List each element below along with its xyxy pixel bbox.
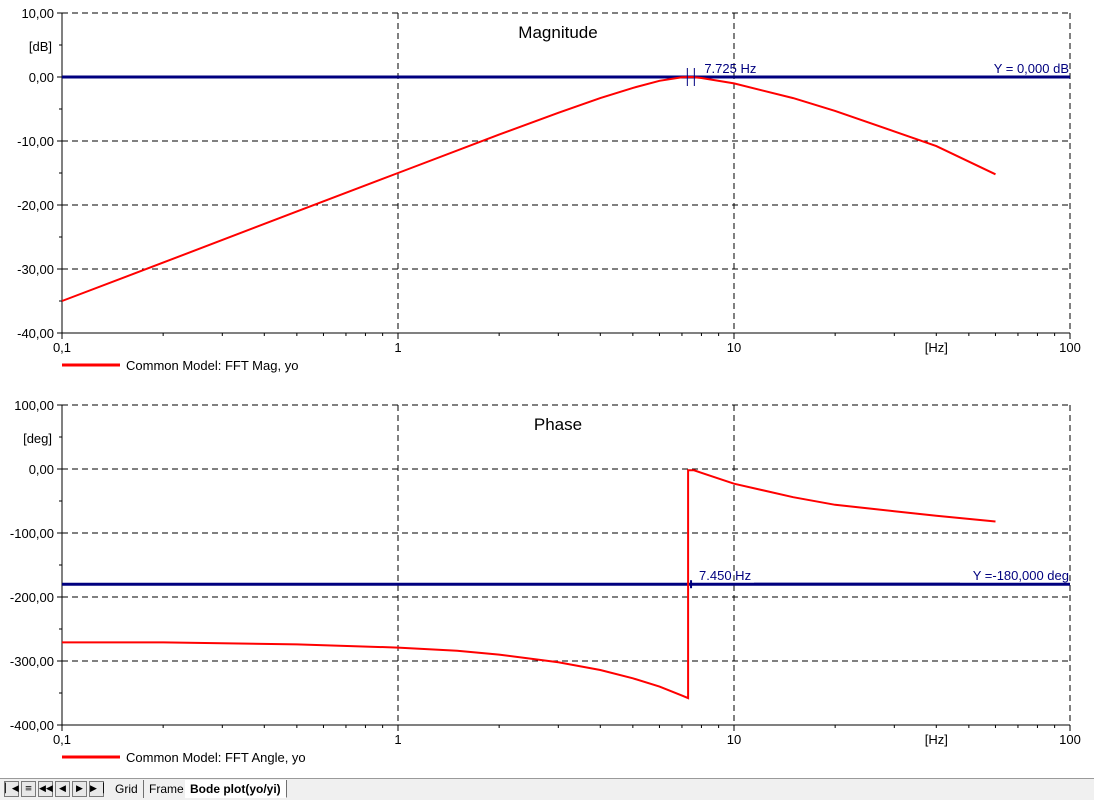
panel2-xtick-label: 0,1: [53, 732, 71, 747]
rewind-icon[interactable]: ◀◀: [38, 781, 53, 797]
panel1-legend-label: Common Model: FFT Mag, yo: [126, 358, 298, 373]
panel1-xtick-label: 1: [394, 340, 401, 355]
panel1-title: Magnitude: [518, 23, 597, 42]
panel1-xtick-label: 10: [727, 340, 741, 355]
bode-plot-area: 10,000,00-10,00-20,00-30,00-40,000,1 1 10 1…: [10, 6, 1081, 765]
prev-icon[interactable]: ◀: [55, 781, 70, 797]
panel1-ytick-label: 0,00: [29, 70, 54, 85]
panel1-xtick-label: 0,1: [53, 340, 71, 355]
panel1-ytick-label: -10,00: [17, 134, 54, 149]
panel1-ytick-label: -40,00: [17, 326, 54, 341]
panel1-ytick-label: -30,00: [17, 262, 54, 277]
panel2-title: Phase: [534, 415, 582, 434]
panel2-legend-label: Common Model: FFT Angle, yo: [126, 750, 306, 765]
panel1-x-unit-label: [Hz]: [925, 340, 948, 355]
panel2-cursor-y-label: Y =-180,000 deg: [973, 568, 1069, 583]
panel1-xtick-label: 100: [1059, 340, 1081, 355]
first-page-icon[interactable]: ▏◀: [4, 781, 19, 797]
panel2-series-line: [62, 469, 996, 700]
sheet-tab-bar: ▏◀ ≡ ◀◀ ◀ ▶ ▶▕ Grid Frame Bode plot(yo/y…: [0, 778, 1094, 800]
menu-icon[interactable]: ≡: [21, 781, 36, 797]
panel1-unit-label: [dB]: [29, 39, 52, 54]
panel2-ytick-label: -200,00: [10, 590, 54, 605]
tab-grid[interactable]: Grid: [110, 780, 144, 798]
panel2-xtick-label: 100: [1059, 732, 1081, 747]
panel2-unit-label: [deg]: [23, 431, 52, 446]
last-page-icon[interactable]: ▶▕: [89, 781, 104, 797]
panel1-cursor-x-label: 7.725 Hz: [704, 61, 756, 76]
panel2-ytick-label: -400,00: [10, 718, 54, 733]
panel1-cursor-y-label: Y = 0,000 dB: [994, 61, 1069, 76]
panel1-ytick-label: 10,00: [21, 6, 54, 21]
panel2-xtick-label: 10: [727, 732, 741, 747]
next-icon[interactable]: ▶: [72, 781, 87, 797]
panel1-series-line: [61, 75, 996, 302]
panel2-cursor-x-label: 7.450 Hz: [699, 568, 751, 583]
tab-bode-plot[interactable]: Bode plot(yo/yi): [185, 780, 287, 798]
panel2-ytick-label: 0,00: [29, 462, 54, 477]
panel2-ytick-label: -300,00: [10, 654, 54, 669]
panel1-ytick-label: -20,00: [17, 198, 54, 213]
panel2-x-unit-label: [Hz]: [925, 732, 948, 747]
tab-frame[interactable]: Frame: [144, 780, 190, 798]
panel2-ytick-label: -100,00: [10, 526, 54, 541]
panel2-xtick-label: 1: [394, 732, 401, 747]
panel2-ytick-label: 100,00: [14, 398, 54, 413]
